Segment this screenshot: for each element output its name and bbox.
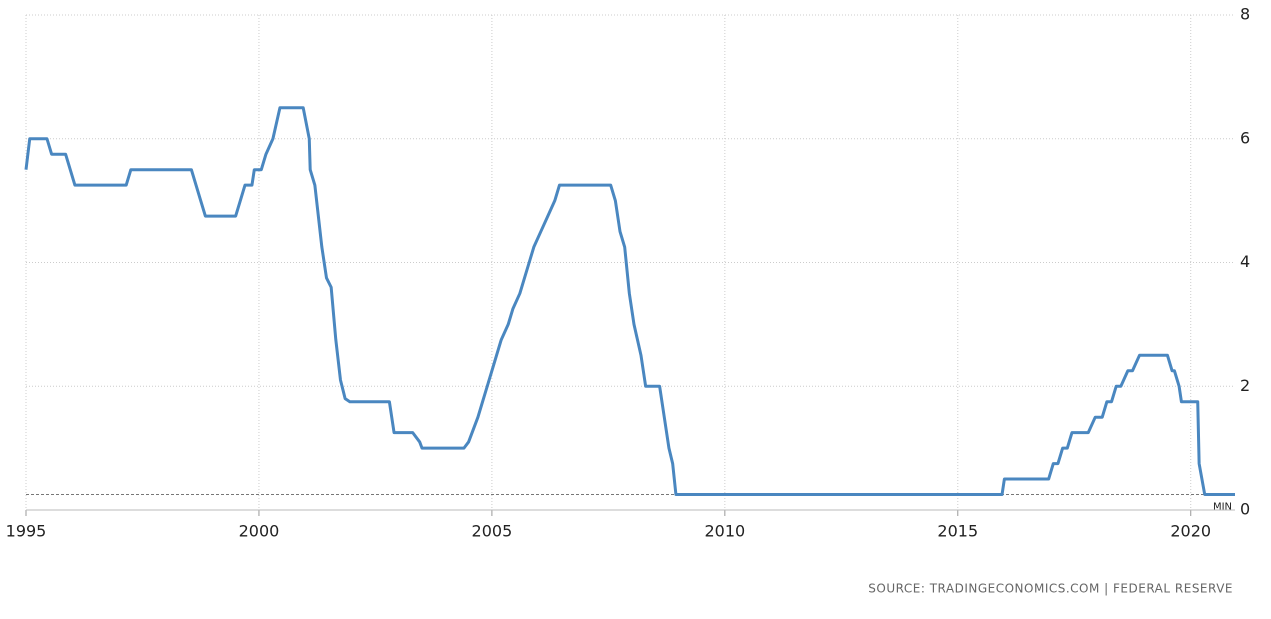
line-series — [24, 106, 1235, 497]
min-label: MIN — [1213, 502, 1232, 513]
y-tick-label: 4 — [1240, 252, 1250, 271]
x-tick-label: 2010 — [704, 522, 745, 541]
y-tick-label: 2 — [1240, 376, 1250, 395]
x-tick-label: 1995 — [6, 522, 47, 541]
source-note: SOURCE: TRADINGECONOMICS.COM | FEDERAL R… — [868, 582, 1233, 596]
x-tick-label: 2005 — [472, 522, 513, 541]
x-tick-label: 2020 — [1170, 522, 1211, 541]
y-tick-label: 8 — [1240, 5, 1250, 24]
y-tick-label: 0 — [1240, 500, 1250, 519]
x-tick-label: 2000 — [239, 522, 280, 541]
y-tick-label: 6 — [1240, 128, 1250, 147]
x-tick-label: 2015 — [937, 522, 978, 541]
